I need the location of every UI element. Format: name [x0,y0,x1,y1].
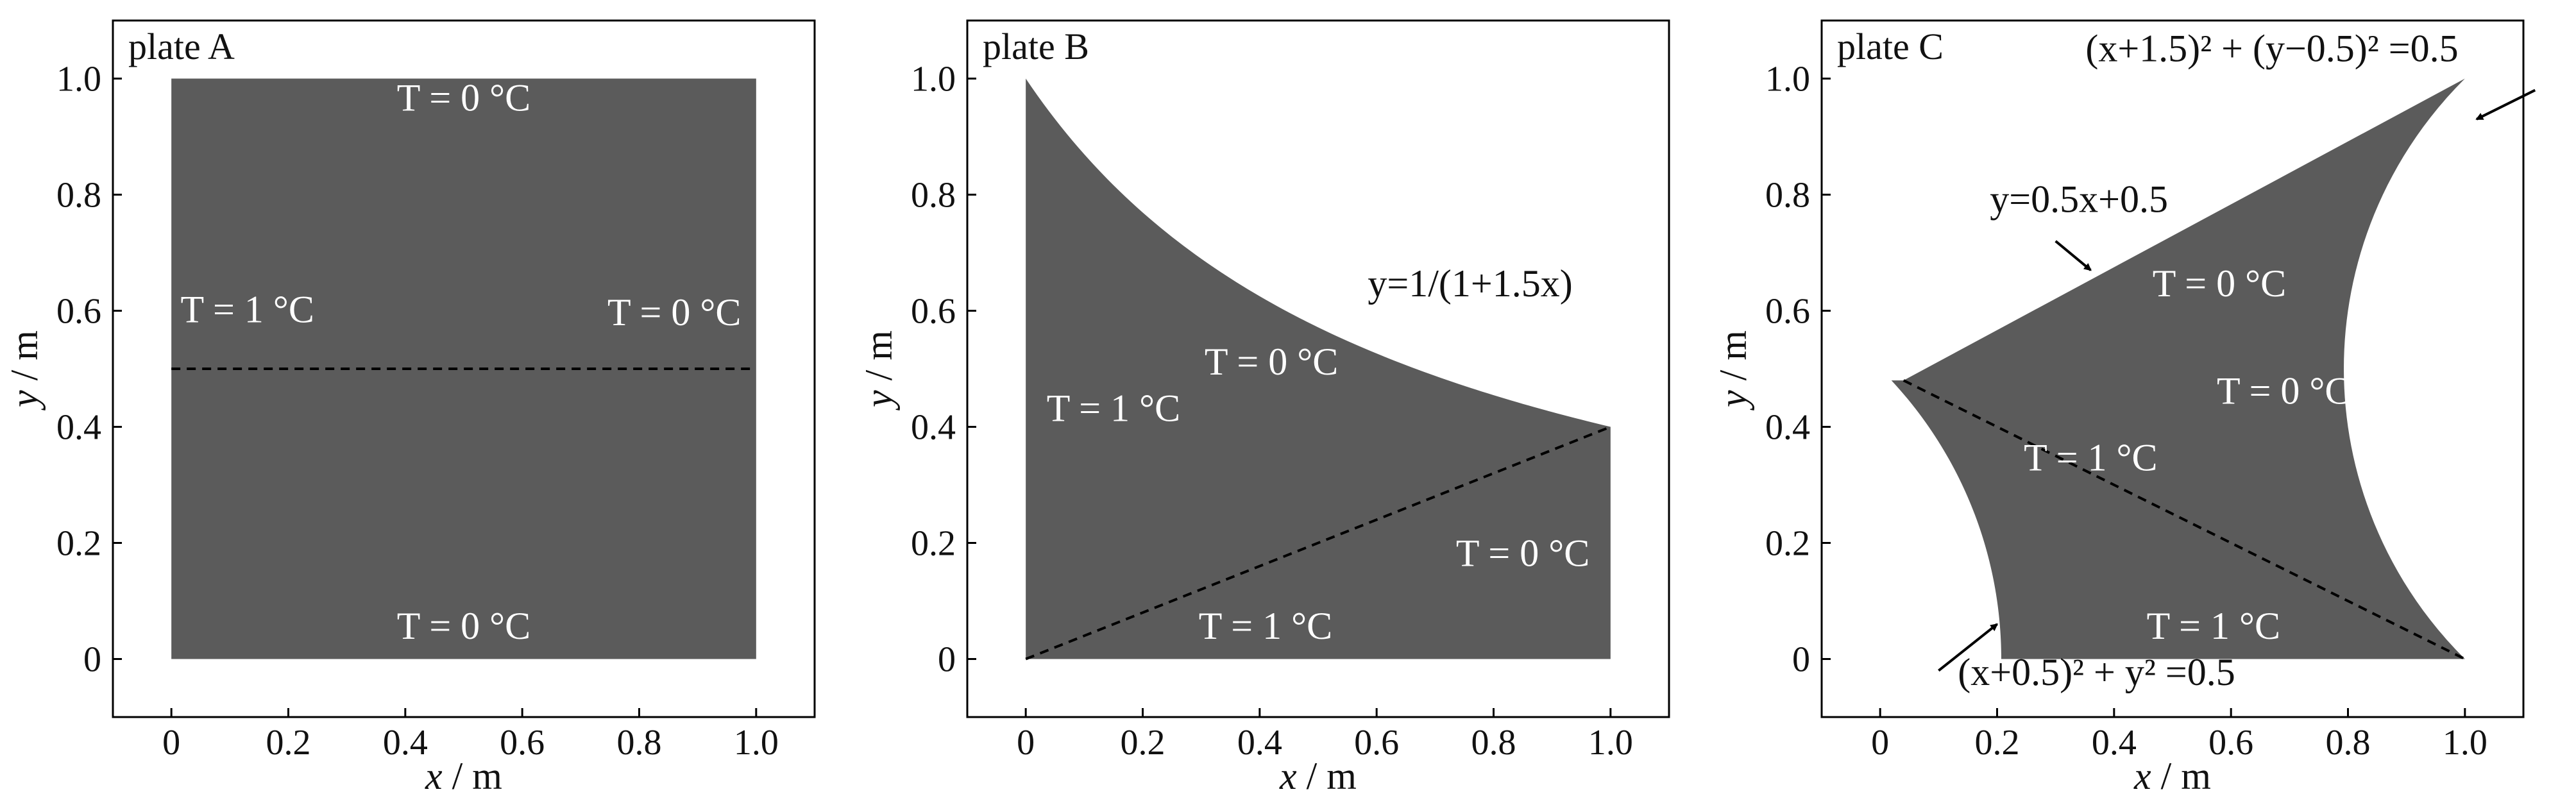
plate-b-ticks: 0 0.2 0.4 0.6 0.8 1.0 0 0.2 0.4 0.6 0.8 1.0 [911,60,1633,763]
plate-c-ytick-label: 1.0 [1765,60,1810,99]
plate-c-ytick-label: 0.2 [1765,524,1810,564]
plate-b-xtick-label: 0.6 [1354,723,1399,763]
plate-b-title: plate B [983,26,1089,67]
plate-c-title: plate C [1837,26,1944,67]
plate-b-xlabel: x / m [1279,755,1357,797]
plate-a-xtick-label: 0.2 [266,723,311,763]
plate-a-annotation: T = 0 °C [607,291,741,334]
plate-c-annotation: T = 1 °C [2147,605,2280,647]
plate-a-ticks: 0 0.2 0.4 0.6 0.8 1.0 0 0.2 0.4 0.6 0.8 1.0 [56,60,779,763]
plate-b-annotation: T = 0 °C [1456,532,1589,575]
plate-b-xtick-label: 0 [1017,723,1035,763]
plate-c-xtick-label: 0 [1871,723,1889,763]
plate-a-region [171,78,756,659]
plate-c-annotation: T = 1 °C [2024,436,2157,478]
plate-c-ytick-label: 0 [1792,640,1810,680]
plate-a-title: plate A [128,26,235,67]
plate-b-ytick-label: 0.2 [911,524,956,564]
plate-c-frame [1820,19,2525,718]
plate-a-ytick-label: 1.0 [56,60,101,99]
plate-c-ytick-label: 0.4 [1765,408,1810,448]
plate-c-region [1891,78,2465,659]
plate-a-annotations: T = 0 °C T = 1 °C T = 0 °C T = 0 °C [180,76,741,647]
plate-c-xlabel: x / m [2133,755,2211,797]
plate-c-dashed-line [1902,379,2466,661]
plate-c-ytick-label: 0.8 [1765,176,1810,216]
plate-c-annotation: y=0.5x+0.5 [1990,178,2168,221]
plate-c-xtick-label: 0.6 [2208,723,2253,763]
plate-c-xtick-label: 0.2 [1975,723,2020,763]
plate-c-arrow-top-line [2055,240,2092,271]
plate-b-frame [966,19,1670,718]
plate-a-xtick-label: 0.6 [500,723,545,763]
plate-b-annotation: T = 0 °C [1205,341,1338,383]
plate-c-ticks: 0 0.2 0.4 0.6 0.8 1.0 0 0.2 0.4 0.6 0.8 1.0 [1765,60,2487,763]
plate-b-region [1026,78,1611,659]
plate-b-ytick-label: 1.0 [911,60,956,99]
plate-b-annotation: T = 1 °C [1047,387,1180,429]
plate-b-ylabel: y / m [858,330,900,411]
plate-b-xtick-label: 1.0 [1588,723,1633,763]
plate-b-panel: 0 0.2 0.4 0.6 0.8 1.0 0 0.2 0.4 0.6 0.8 1.0 plate B… [858,19,1670,797]
plate-b-annotation: T = 1 °C [1199,605,1332,647]
plate-b-ytick-label: 0.6 [911,292,956,332]
plate-c-xtick-label: 0.4 [2092,723,2137,763]
plate-a-panel: 0 0.2 0.4 0.6 0.8 1.0 0 0.2 0.4 0.6 0.8 1.0 plate A… [3,19,816,797]
plate-a-xlabel: x / m [425,755,502,797]
plate-a-ytick-label: 0.2 [56,524,101,564]
plate-c-annotation: T = 0 °C [2153,262,2286,305]
plate-c-ytick-label: 0.6 [1765,292,1810,332]
plate-c-annotation: T = 0 °C [2217,369,2350,412]
plate-c-annotation: (x+1.5)² + (y−0.5)² =0.5 [2085,27,2458,69]
plate-b-xtick-label: 0.8 [1471,723,1516,763]
plate-c-xtick-label: 0.8 [2326,723,2371,763]
plate-a-ytick-label: 0.4 [56,408,101,448]
plate-b-xtick-label: 0.4 [1237,723,1282,763]
plate-c-annotations: (x+1.5)² + (y−0.5)² =0.5 y=0.5x+0.5 T = 0 … [1958,27,2458,693]
plate-a-annotation: T = 0 °C [397,605,530,647]
plate-b-annotations: y=1/(1+1.5x) T = 0 °C T = 1 °C T = 0 °C T = … [1047,262,1590,647]
plate-a-ytick-label: 0 [83,640,101,680]
plate-c-arrow-left-arc [1938,623,1999,672]
plate-a-xtick-label: 0.4 [383,723,428,763]
plate-c-arrows [1938,89,2536,672]
plate-b-annotation: y=1/(1+1.5x) [1368,262,1572,305]
plate-a-frame [112,19,816,718]
plate-a-xtick-label: 0 [162,723,180,763]
plate-a-annotation: T = 1 °C [180,289,314,331]
plate-b-ytick-label: 0 [938,640,956,680]
plate-b-ytick-label: 0.4 [911,408,956,448]
plate-b-ytick-label: 0.8 [911,176,956,216]
plate-c-ylabel: y / m [1712,330,1754,411]
plate-c-annotation: (x+0.5)² + y² =0.5 [1958,651,2235,693]
plate-c-panel: 0 0.2 0.4 0.6 0.8 1.0 0 0.2 0.4 0.6 0.8 1.0 plate C… [1712,19,2536,797]
plate-b-xtick-label: 0.2 [1121,723,1165,763]
plate-a-xtick-label: 1.0 [734,723,779,763]
plate-a-xtick-label: 0.8 [617,723,662,763]
plate-c-arrow-right-arc [2475,89,2536,121]
plate-b-dashed-line [1025,425,1611,661]
plate-c-xtick-label: 1.0 [2443,723,2487,763]
plate-a-ytick-label: 0.6 [56,292,101,332]
plate-a-ytick-label: 0.8 [56,176,101,216]
plate-a-annotation: T = 0 °C [397,76,530,119]
plate-a-ylabel: y / m [3,330,46,411]
